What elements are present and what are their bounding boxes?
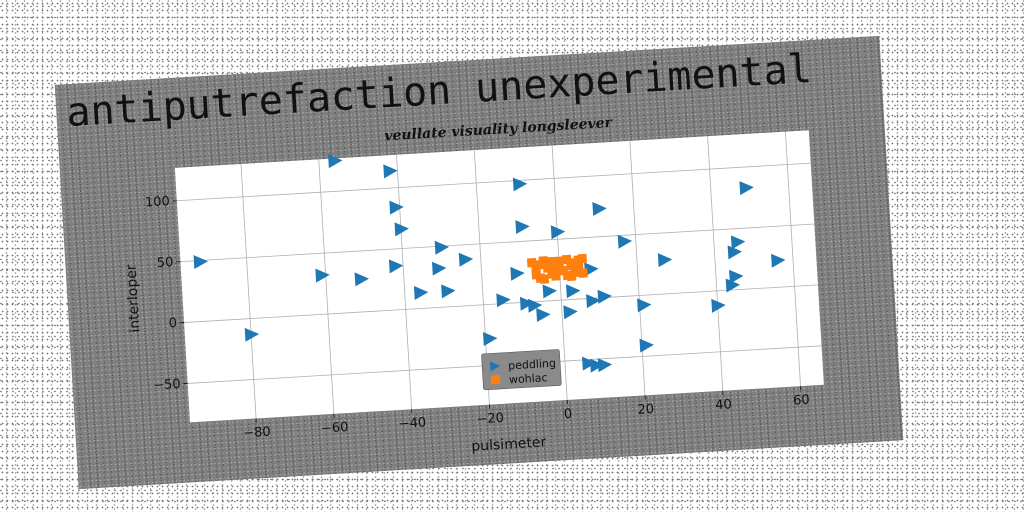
data-point-peddling <box>727 245 743 260</box>
legend-box <box>481 349 562 391</box>
data-point-peddling <box>584 262 599 277</box>
data-point-peddling <box>725 278 741 293</box>
x-gridline <box>396 154 413 410</box>
data-point-wohlac <box>554 256 564 266</box>
data-point-peddling <box>597 289 612 304</box>
data-point-peddling <box>711 298 726 313</box>
data-point-peddling <box>617 234 633 249</box>
data-point-peddling <box>354 272 369 287</box>
data-point-wohlac <box>573 255 584 265</box>
data-point-wohlac <box>578 268 588 278</box>
data-point-peddling <box>637 298 652 313</box>
x-gridline <box>240 163 257 419</box>
data-point-peddling <box>566 284 581 299</box>
y-axis-label: interloper <box>124 264 144 333</box>
x-axis-label: pulsimeter <box>471 434 547 454</box>
y-gridline <box>176 162 811 202</box>
x-tick-label: 0 <box>563 407 572 422</box>
data-point-wohlac <box>546 256 556 267</box>
data-point-peddling <box>536 308 551 323</box>
x-gridline <box>707 136 724 391</box>
data-point-peddling <box>729 269 744 284</box>
x-tick-label: 40 <box>715 397 732 413</box>
x-tick-label: −20 <box>476 411 504 428</box>
data-point-peddling <box>193 255 208 270</box>
x-tick-label: 60 <box>793 393 810 409</box>
y-tick-label: 50 <box>157 255 174 271</box>
x-gridline <box>629 140 646 396</box>
data-point-peddling <box>315 268 330 283</box>
data-point-peddling <box>657 253 673 268</box>
legend-label-wohlac: wohlac <box>509 371 548 386</box>
data-point-peddling <box>244 327 260 342</box>
data-point-peddling <box>431 261 447 276</box>
data-point-peddling <box>482 332 498 346</box>
data-point-peddling <box>389 200 404 215</box>
data-point-wohlac <box>535 273 546 283</box>
data-point-peddling <box>388 259 404 274</box>
plot-area <box>174 130 824 423</box>
y-tick-label: −50 <box>153 377 181 394</box>
data-point-peddling <box>586 294 601 309</box>
data-point-peddling <box>582 356 597 371</box>
data-point-wohlac <box>566 260 576 271</box>
x-tick-label: −80 <box>243 425 271 442</box>
data-point-wohlac <box>538 256 549 266</box>
series-wohlac <box>526 253 588 284</box>
legend-label-peddling: peddling <box>508 357 556 373</box>
data-point-wohlac <box>550 265 561 275</box>
x-tick-label: −40 <box>398 415 426 432</box>
scatter-chart: veullate visuality longsleever −80 −60 −40… <box>124 115 824 455</box>
data-point-peddling <box>563 305 578 320</box>
data-point-wohlac <box>531 263 541 274</box>
legend-marker-peddling <box>489 361 501 372</box>
data-point-peddling <box>512 177 528 192</box>
data-point-peddling <box>434 240 450 255</box>
x-gridline <box>785 131 801 387</box>
x-tick-label: −60 <box>321 420 349 437</box>
data-point-peddling <box>542 284 558 299</box>
data-point-peddling <box>394 222 409 237</box>
legend: peddling wohlac <box>481 349 562 391</box>
data-point-peddling <box>519 296 535 311</box>
data-point-peddling <box>639 338 654 353</box>
axis-ticks: −80 −60 −40 −20 0 20 40 60 −50 0 50 100 <box>145 194 810 442</box>
data-point-wohlac <box>570 267 580 278</box>
data-point-peddling <box>328 154 343 169</box>
x-gridline <box>318 159 335 414</box>
legend-marker-wohlac <box>490 374 501 385</box>
x-tick-label: 20 <box>637 402 654 418</box>
data-point-peddling <box>527 298 543 313</box>
data-point-peddling <box>413 285 429 300</box>
data-point-peddling <box>592 202 607 217</box>
data-point-peddling <box>771 253 786 268</box>
data-point-peddling <box>515 220 530 235</box>
data-marks <box>193 154 786 373</box>
data-point-peddling <box>730 235 746 250</box>
y-tick-label: 100 <box>145 194 171 210</box>
data-point-peddling <box>496 293 511 308</box>
data-point-peddling <box>458 252 474 267</box>
series-peddling <box>193 154 786 373</box>
data-point-peddling <box>550 225 566 240</box>
data-point-peddling <box>510 266 525 281</box>
y-gridline <box>180 223 815 263</box>
data-point-wohlac <box>562 270 573 281</box>
data-point-peddling <box>383 164 398 179</box>
chart-subtitle: veullate visuality longsleever <box>384 115 614 145</box>
data-point-peddling <box>597 358 613 373</box>
data-point-peddling <box>739 181 754 196</box>
y-tick-label: 0 <box>168 316 177 331</box>
data-point-peddling <box>441 284 456 299</box>
chart-card: antiputrefaction unexperimental veullate… <box>54 35 904 490</box>
